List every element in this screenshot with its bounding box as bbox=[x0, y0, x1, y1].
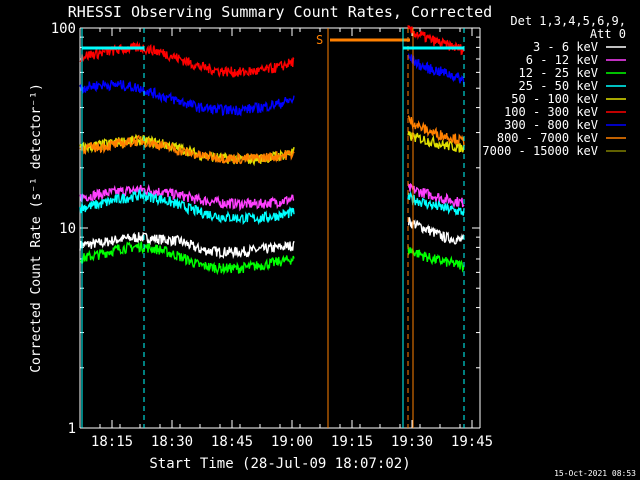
series-trace bbox=[79, 80, 295, 117]
legend-label: 25 - 50 keV bbox=[519, 79, 598, 93]
series-12-25keV bbox=[79, 240, 465, 276]
series-trace bbox=[407, 114, 465, 146]
x-tick-label: 19:45 bbox=[451, 434, 493, 450]
series-trace bbox=[79, 134, 295, 165]
legend-label: 12 - 25 keV bbox=[519, 66, 598, 80]
legend-label: 300 - 800 keV bbox=[504, 118, 598, 132]
x-tick-labels: 18:15 18:30 18:45 19:00 19:15 19:30 19:45 bbox=[91, 434, 493, 450]
series-trace bbox=[407, 25, 465, 56]
y-tick-label: 1 bbox=[68, 421, 76, 437]
legend-header-line-2: Att 0 bbox=[590, 27, 626, 41]
chart-title: RHESSI Observing Summary Count Rates, Co… bbox=[68, 3, 492, 21]
series-trace bbox=[407, 217, 465, 245]
event-markers: S bbox=[81, 28, 465, 428]
x-tick-label: 18:30 bbox=[151, 434, 193, 450]
series-trace bbox=[407, 52, 465, 86]
series-3-6keV bbox=[79, 217, 465, 260]
legend-label: 7000 - 15000 keV bbox=[482, 144, 598, 158]
legend-label: 800 - 7000 keV bbox=[497, 131, 598, 145]
saa-marker-label: S bbox=[316, 33, 323, 47]
x-tick-label: 19:00 bbox=[271, 434, 313, 450]
series-trace bbox=[407, 245, 465, 273]
legend-label: 50 - 100 keV bbox=[511, 92, 598, 106]
legend-header-line-1: Det 1,3,4,5,6,9, bbox=[510, 14, 626, 28]
x-tick-label: 19:15 bbox=[331, 434, 373, 450]
series-trace bbox=[79, 232, 295, 260]
footer-timestamp: 15-Oct-2021 08:53 bbox=[554, 469, 636, 478]
legend-label: 6 - 12 keV bbox=[526, 53, 598, 67]
series-25-50keV bbox=[79, 189, 465, 226]
series-trace bbox=[79, 189, 295, 226]
series-layer bbox=[79, 25, 465, 276]
series-800-7000keV bbox=[79, 114, 465, 165]
series-trace bbox=[79, 240, 295, 276]
series-300-800keV bbox=[79, 52, 465, 117]
x-axis-label: Start Time (28-Jul-09 18:07:02) bbox=[149, 456, 410, 472]
x-tick-label: 18:15 bbox=[91, 434, 133, 450]
y-tick-label: 10 bbox=[59, 221, 76, 237]
series-trace bbox=[407, 190, 465, 216]
series-trace bbox=[79, 183, 295, 212]
y-tick-label: 100 bbox=[51, 21, 76, 37]
series-trace bbox=[407, 130, 465, 153]
y-tick-labels: 1 10 100 bbox=[51, 21, 76, 437]
x-tick-label: 18:45 bbox=[211, 434, 253, 450]
legend-label: 3 - 6 keV bbox=[533, 40, 598, 54]
x-tick-label: 19:30 bbox=[391, 434, 433, 450]
y-axis-label: Corrected Count Rate (s⁻¹ detector⁻¹) bbox=[29, 83, 44, 373]
legend-label: 100 - 300 keV bbox=[504, 105, 598, 119]
